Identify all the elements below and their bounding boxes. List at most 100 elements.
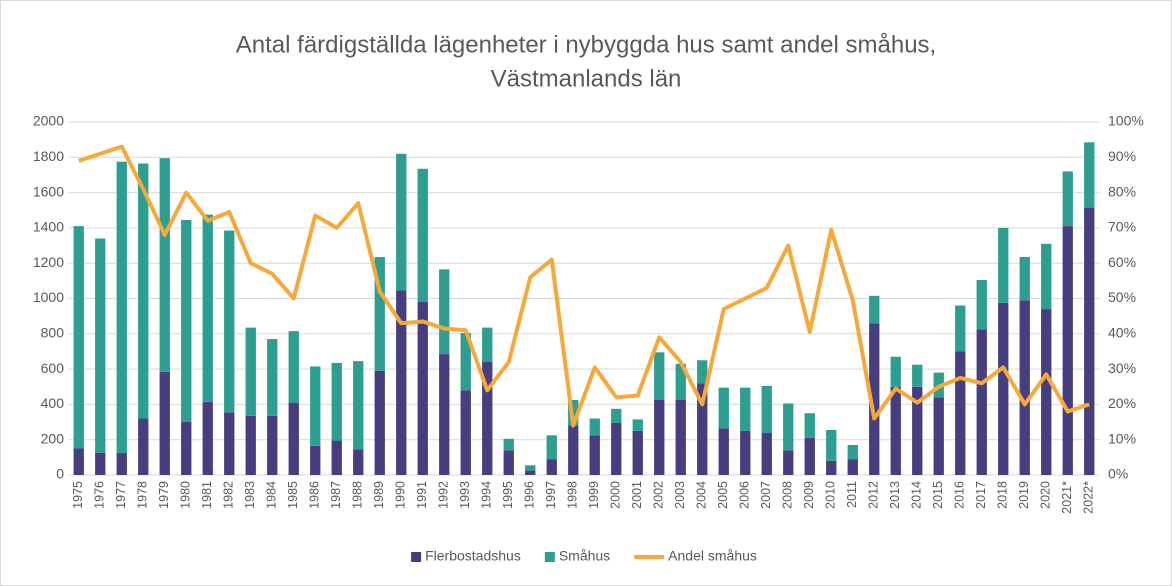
bar	[718, 387, 729, 429]
bar	[912, 386, 923, 475]
bar	[697, 360, 708, 384]
legend-label: Flerbostadshus	[425, 548, 521, 564]
x-tick-label: 2005	[716, 481, 730, 509]
bar	[138, 163, 149, 419]
bar	[998, 227, 1009, 303]
x-tick-label: 2000	[609, 481, 623, 509]
bar	[826, 429, 837, 461]
x-tick-label: 2012	[867, 481, 881, 509]
x-tick-label: 1984	[265, 481, 279, 509]
bar	[912, 364, 923, 387]
bar	[611, 422, 622, 475]
y-tick-label: 1600	[33, 183, 64, 199]
bar	[181, 219, 192, 423]
bar	[826, 460, 837, 475]
bar	[482, 327, 493, 363]
bar	[740, 430, 751, 475]
x-tick-label: 1979	[157, 481, 171, 509]
bar	[95, 238, 106, 453]
bar	[761, 432, 772, 475]
bar	[73, 226, 84, 449]
bar	[869, 295, 880, 324]
bar	[998, 302, 1009, 475]
bar	[546, 435, 557, 460]
x-tick-label: 1987	[329, 481, 343, 509]
x-tick-label: 1999	[587, 481, 601, 509]
x-tick-label: 2017	[974, 481, 988, 509]
y2-tick-label: 100%	[1108, 113, 1144, 129]
bar	[1062, 226, 1073, 475]
bar	[374, 370, 385, 475]
y-tick-label: 200	[41, 430, 65, 446]
bar	[546, 459, 557, 475]
bar	[396, 153, 407, 291]
x-tick-label: 1983	[243, 481, 257, 509]
x-tick-label: 2009	[802, 481, 816, 509]
bar	[245, 415, 256, 475]
x-tick-label: 1994	[480, 481, 494, 509]
chart-title: Antal färdigställda lägenheter i nybyggd…	[236, 31, 936, 58]
bar	[890, 356, 901, 387]
bar	[159, 158, 170, 372]
bar	[675, 399, 686, 475]
x-tick-label: 2007	[759, 481, 773, 509]
bar	[417, 302, 428, 475]
bar	[1062, 171, 1073, 227]
x-tick-label: 2006	[738, 481, 752, 509]
x-tick-label: 1988	[351, 481, 365, 509]
bar	[740, 387, 751, 431]
y-tick-label: 0	[56, 466, 64, 482]
x-tick-label: 2018	[996, 481, 1010, 509]
x-tick-label: 2019	[1017, 481, 1031, 509]
bar	[783, 403, 794, 451]
bar	[1019, 257, 1030, 301]
x-tick-label: 1996	[523, 481, 537, 509]
bar	[224, 230, 235, 413]
y-tick-label: 400	[41, 395, 65, 411]
x-tick-label: 2008	[781, 481, 795, 509]
bar	[525, 470, 536, 475]
bar	[374, 257, 385, 371]
legend-label: Småhus	[559, 548, 610, 564]
y2-tick-label: 70%	[1108, 219, 1136, 235]
bar	[288, 402, 299, 475]
bar	[310, 366, 321, 446]
y2-tick-label: 10%	[1108, 430, 1136, 446]
y2-tick-label: 30%	[1108, 360, 1136, 376]
bar	[955, 351, 966, 475]
x-tick-label: 1981	[200, 481, 214, 509]
x-tick-label: 1993	[458, 481, 472, 509]
bar	[116, 452, 127, 475]
bar	[482, 362, 493, 475]
x-tick-label: 1982	[222, 481, 236, 509]
bar	[460, 332, 471, 391]
x-tick-label: 2004	[695, 481, 709, 509]
x-tick-label: 1985	[286, 481, 300, 509]
legend: Flerbostadshus Småhus Andel småhus	[411, 548, 757, 564]
bar	[116, 161, 127, 453]
bar	[632, 419, 643, 431]
y2-tick-label: 20%	[1108, 395, 1136, 411]
bar	[718, 428, 729, 475]
bar	[933, 397, 944, 475]
bar	[568, 425, 579, 475]
y2-tick-label: 0%	[1108, 466, 1128, 482]
bar	[353, 449, 364, 475]
bar	[439, 354, 450, 475]
bar	[976, 329, 987, 475]
y2-tick-label: 80%	[1108, 183, 1136, 199]
y-tick-label: 1800	[33, 148, 64, 164]
bar	[869, 323, 880, 475]
x-tick-label: 2003	[673, 481, 687, 509]
line	[78, 144, 1090, 428]
bar	[73, 448, 84, 475]
x-tick-label: 2002	[652, 481, 666, 509]
x-tick-label: 2021*	[1060, 481, 1074, 514]
x-tick-label: 1995	[501, 481, 515, 509]
y2-tick-label: 60%	[1108, 254, 1136, 270]
bar	[417, 168, 428, 303]
bar	[159, 371, 170, 475]
bar	[654, 399, 665, 475]
